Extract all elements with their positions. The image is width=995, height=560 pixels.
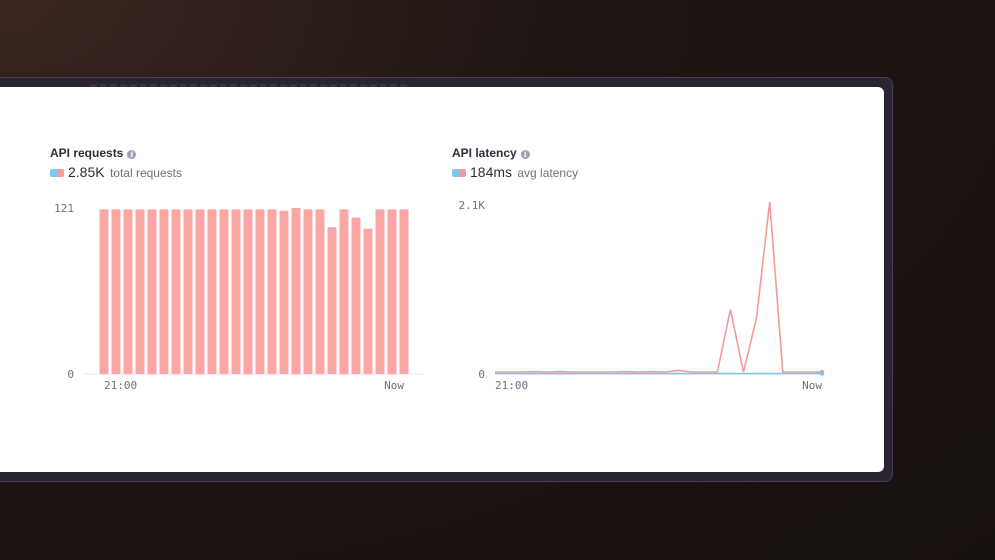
latency-summary: 184ms avg latency bbox=[452, 164, 578, 180]
latency-title: API latency bbox=[452, 146, 517, 160]
bar bbox=[363, 228, 373, 374]
x-tick-label: Now bbox=[802, 379, 822, 392]
latency-avg: 184ms bbox=[470, 164, 513, 180]
series-line bbox=[495, 201, 822, 373]
bar bbox=[327, 227, 337, 374]
bar bbox=[231, 209, 241, 374]
bar bbox=[183, 209, 193, 374]
x-tick-label: 21:00 bbox=[104, 379, 137, 392]
bar bbox=[123, 209, 133, 374]
top-dashed-line bbox=[90, 84, 410, 87]
info-icon[interactable]: i bbox=[520, 150, 530, 159]
y-tick-label: 121 bbox=[54, 202, 74, 215]
requests-total-label: total requests bbox=[109, 166, 182, 180]
requests-title: API requests bbox=[50, 146, 124, 160]
bar bbox=[387, 209, 397, 374]
bar bbox=[171, 209, 181, 374]
x-tick-label: 21:00 bbox=[495, 379, 528, 392]
bar bbox=[351, 217, 361, 374]
bar bbox=[267, 209, 277, 374]
bar bbox=[111, 209, 121, 374]
bar bbox=[291, 208, 301, 374]
x-tick-label: Now bbox=[384, 379, 404, 392]
info-icon[interactable]: i bbox=[127, 150, 137, 159]
bar bbox=[195, 209, 205, 374]
latency-line-chart: 2.1K 0 21:00 Now bbox=[459, 199, 825, 392]
bar bbox=[159, 209, 169, 374]
legend-swatch bbox=[452, 169, 466, 177]
y-tick-label: 0 bbox=[67, 368, 74, 381]
bar bbox=[219, 209, 229, 374]
bar bbox=[147, 209, 157, 374]
legend-swatch bbox=[50, 169, 64, 177]
requests-summary: 2.85K total requests bbox=[50, 164, 182, 180]
bar bbox=[375, 209, 385, 374]
bar bbox=[243, 209, 253, 374]
bar bbox=[255, 209, 265, 374]
bar bbox=[207, 209, 217, 374]
requests-title-wrap: API requests i bbox=[50, 146, 137, 160]
dashboard-card bbox=[0, 87, 884, 472]
y-tick-label: 0 bbox=[478, 368, 485, 381]
bar bbox=[303, 209, 313, 374]
series-endpoint bbox=[819, 371, 825, 376]
bar bbox=[399, 209, 409, 374]
bar bbox=[99, 209, 109, 374]
requests-total: 2.85K bbox=[68, 164, 105, 180]
requests-bar-chart: 121 0 21:00 Now bbox=[54, 202, 424, 392]
bar bbox=[279, 210, 289, 374]
bar bbox=[315, 209, 325, 374]
bar bbox=[135, 209, 145, 374]
latency-avg-label: avg latency bbox=[517, 166, 579, 180]
y-tick-label: 2.1K bbox=[459, 199, 486, 212]
bar bbox=[339, 209, 349, 374]
latency-title-wrap: API latency i bbox=[452, 146, 530, 160]
